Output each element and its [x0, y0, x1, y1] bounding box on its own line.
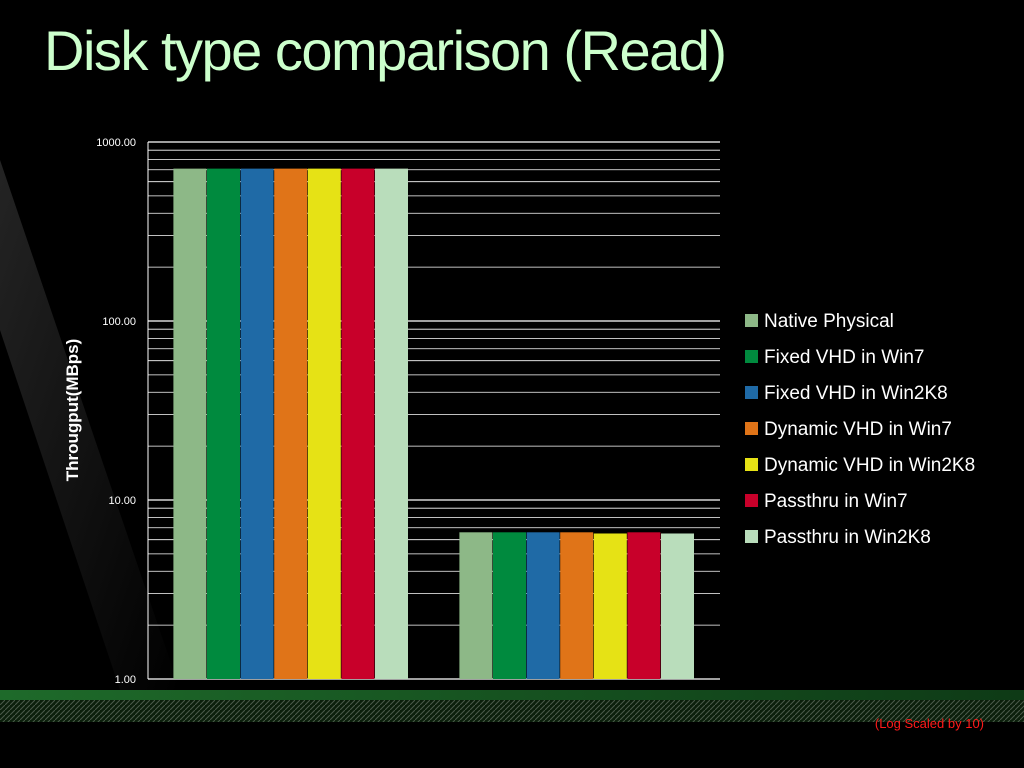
bar	[459, 532, 493, 679]
legend-swatch	[745, 494, 758, 507]
legend-entry: Fixed VHD in Win2K8	[764, 383, 948, 404]
y-tick-label: 1.00	[115, 674, 136, 686]
log-scale-footnote: (Log Scaled by 10)	[874, 716, 984, 731]
bar	[593, 533, 627, 679]
y-tick-label: 1000.00	[96, 137, 136, 149]
bar	[307, 168, 341, 679]
bar	[341, 168, 375, 679]
chart-legend: Native Physical Fixed VHD in Win7 Fixed VH…	[745, 311, 975, 548]
legend-entry: Passthru in Win2K8	[764, 527, 931, 548]
chart-bars	[173, 168, 694, 679]
bar	[526, 532, 560, 679]
bar	[560, 532, 594, 679]
legend-entry: Native Physical	[764, 311, 894, 332]
bar	[627, 532, 661, 679]
bar	[274, 168, 308, 679]
legend-swatch	[745, 530, 758, 543]
y-tick-label: 100.00	[102, 316, 136, 328]
bar	[375, 168, 408, 679]
bar	[493, 532, 526, 679]
bar	[173, 168, 207, 679]
bar	[207, 168, 240, 679]
legend-entry: Fixed VHD in Win7	[764, 347, 925, 368]
y-axis-ticks: 1.00 10.00 100.00 1000.00	[96, 137, 136, 686]
bar	[661, 533, 694, 679]
legend-entry: Dynamic VHD in Win2K8	[764, 455, 975, 476]
y-tick-label: 10.00	[108, 495, 136, 507]
legend-entry: Passthru in Win7	[764, 491, 908, 512]
legend-swatch	[745, 386, 758, 399]
bar	[240, 168, 274, 679]
footer-band	[0, 690, 1024, 722]
slide-title: Disk type comparison (Read)	[44, 19, 727, 82]
y-axis-label: Througput(MBps)	[63, 339, 82, 482]
legend-swatch	[745, 350, 758, 363]
legend-swatch	[745, 314, 758, 327]
legend-swatch	[745, 458, 758, 471]
legend-entry: Dynamic VHD in Win7	[764, 419, 952, 440]
legend-swatch	[745, 422, 758, 435]
